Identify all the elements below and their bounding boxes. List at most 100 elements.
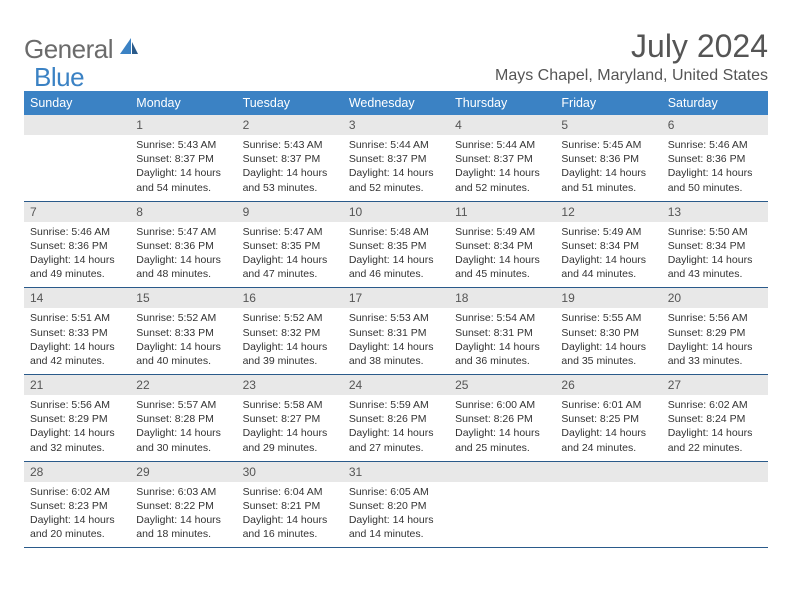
- day-number: 19: [555, 288, 661, 308]
- daylight-line: Daylight: 14 hours and 27 minutes.: [349, 426, 443, 454]
- daylight-line: Daylight: 14 hours and 18 minutes.: [136, 513, 230, 541]
- day-header: Thursday: [449, 91, 555, 115]
- sunrise-line: Sunrise: 6:04 AM: [243, 485, 337, 499]
- sunset-line: Sunset: 8:30 PM: [561, 326, 655, 340]
- day-number: 29: [130, 462, 236, 482]
- calendar-cell: 24Sunrise: 5:59 AMSunset: 8:26 PMDayligh…: [343, 375, 449, 462]
- day-content: Sunrise: 6:02 AMSunset: 8:24 PMDaylight:…: [662, 395, 768, 461]
- sunrise-line: Sunrise: 5:45 AM: [561, 138, 655, 152]
- sunrise-line: Sunrise: 5:44 AM: [349, 138, 443, 152]
- empty-day-band: [449, 462, 555, 482]
- day-content: Sunrise: 5:51 AMSunset: 8:33 PMDaylight:…: [24, 308, 130, 374]
- calendar-cell: 3Sunrise: 5:44 AMSunset: 8:37 PMDaylight…: [343, 115, 449, 201]
- logo: General: [24, 34, 142, 65]
- day-number: 2: [237, 115, 343, 135]
- calendar-cell: 2Sunrise: 5:43 AMSunset: 8:37 PMDaylight…: [237, 115, 343, 201]
- calendar-cell: 4Sunrise: 5:44 AMSunset: 8:37 PMDaylight…: [449, 115, 555, 201]
- day-content: Sunrise: 5:47 AMSunset: 8:35 PMDaylight:…: [237, 222, 343, 288]
- sunrise-line: Sunrise: 5:46 AM: [668, 138, 762, 152]
- day-content: Sunrise: 6:02 AMSunset: 8:23 PMDaylight:…: [24, 482, 130, 548]
- empty-day-band: [24, 115, 130, 135]
- daylight-line: Daylight: 14 hours and 29 minutes.: [243, 426, 337, 454]
- calendar-cell: 5Sunrise: 5:45 AMSunset: 8:36 PMDaylight…: [555, 115, 661, 201]
- day-content: Sunrise: 6:03 AMSunset: 8:22 PMDaylight:…: [130, 482, 236, 548]
- day-number: 7: [24, 202, 130, 222]
- daylight-line: Daylight: 14 hours and 35 minutes.: [561, 340, 655, 368]
- calendar-cell: 25Sunrise: 6:00 AMSunset: 8:26 PMDayligh…: [449, 375, 555, 462]
- day-number: 9: [237, 202, 343, 222]
- day-content: Sunrise: 5:54 AMSunset: 8:31 PMDaylight:…: [449, 308, 555, 374]
- sunset-line: Sunset: 8:37 PM: [349, 152, 443, 166]
- sunrise-line: Sunrise: 5:49 AM: [561, 225, 655, 239]
- sunset-line: Sunset: 8:32 PM: [243, 326, 337, 340]
- sunrise-line: Sunrise: 5:56 AM: [30, 398, 124, 412]
- sunrise-line: Sunrise: 5:46 AM: [30, 225, 124, 239]
- sunset-line: Sunset: 8:35 PM: [349, 239, 443, 253]
- sunrise-line: Sunrise: 5:53 AM: [349, 311, 443, 325]
- day-content: Sunrise: 5:48 AMSunset: 8:35 PMDaylight:…: [343, 222, 449, 288]
- day-number: 18: [449, 288, 555, 308]
- sunrise-line: Sunrise: 5:52 AM: [136, 311, 230, 325]
- calendar-cell: 22Sunrise: 5:57 AMSunset: 8:28 PMDayligh…: [130, 375, 236, 462]
- sunset-line: Sunset: 8:29 PM: [668, 326, 762, 340]
- day-header-row: Sunday Monday Tuesday Wednesday Thursday…: [24, 91, 768, 115]
- location: Mays Chapel, Maryland, United States: [495, 67, 768, 85]
- daylight-line: Daylight: 14 hours and 47 minutes.: [243, 253, 337, 281]
- daylight-line: Daylight: 14 hours and 50 minutes.: [668, 166, 762, 194]
- sunset-line: Sunset: 8:36 PM: [668, 152, 762, 166]
- calendar-row: 7 Sunrise: 5:46 AM Sunset: 8:36 PM Daylight…: [24, 201, 768, 288]
- day-content: Sunrise: 5:49 AMSunset: 8:34 PMDaylight:…: [449, 222, 555, 288]
- day-content: Sunrise: 6:00 AMSunset: 8:26 PMDaylight:…: [449, 395, 555, 461]
- daylight-line: Daylight: 14 hours and 16 minutes.: [243, 513, 337, 541]
- calendar-cell: 16Sunrise: 5:52 AMSunset: 8:32 PMDayligh…: [237, 288, 343, 375]
- day-number: 15: [130, 288, 236, 308]
- sunset-line: Sunset: 8:27 PM: [243, 412, 337, 426]
- sunrise-line: Sunrise: 6:05 AM: [349, 485, 443, 499]
- day-number: 21: [24, 375, 130, 395]
- day-number: 3: [343, 115, 449, 135]
- daylight-line: Daylight: 14 hours and 14 minutes.: [349, 513, 443, 541]
- day-number: 8: [130, 202, 236, 222]
- daylight-line: Daylight: 14 hours and 42 minutes.: [30, 340, 124, 368]
- sunrise-line: Sunrise: 5:51 AM: [30, 311, 124, 325]
- daylight-line: Daylight: 14 hours and 30 minutes.: [136, 426, 230, 454]
- calendar-cell: 9Sunrise: 5:47 AMSunset: 8:35 PMDaylight…: [237, 201, 343, 288]
- day-content: Sunrise: 6:05 AMSunset: 8:20 PMDaylight:…: [343, 482, 449, 548]
- sunset-line: Sunset: 8:22 PM: [136, 499, 230, 513]
- sunset-line: Sunset: 8:33 PM: [30, 326, 124, 340]
- sunrise-line: Sunrise: 5:54 AM: [455, 311, 549, 325]
- daylight-line: Daylight: 14 hours and 46 minutes.: [349, 253, 443, 281]
- day-content: Sunrise: 5:52 AMSunset: 8:32 PMDaylight:…: [237, 308, 343, 374]
- sunrise-line: Sunrise: 6:00 AM: [455, 398, 549, 412]
- calendar-cell: 1Sunrise: 5:43 AMSunset: 8:37 PMDaylight…: [130, 115, 236, 201]
- day-number: 14: [24, 288, 130, 308]
- day-number: 13: [662, 202, 768, 222]
- sunset-line: Sunset: 8:34 PM: [668, 239, 762, 253]
- day-content: Sunrise: 6:04 AMSunset: 8:21 PMDaylight:…: [237, 482, 343, 548]
- sunset-line: Sunset: 8:26 PM: [349, 412, 443, 426]
- day-content: Sunrise: 5:55 AMSunset: 8:30 PMDaylight:…: [555, 308, 661, 374]
- daylight-line: Daylight: 14 hours and 54 minutes.: [136, 166, 230, 194]
- logo-text-blue: Blue: [34, 62, 84, 92]
- calendar-cell: 12 Sunrise: 5:49 AMSunset: 8:34 PMDayligh…: [555, 201, 661, 288]
- sunrise-line: Sunrise: 5:44 AM: [455, 138, 549, 152]
- calendar-cell: 26Sunrise: 6:01 AMSunset: 8:25 PMDayligh…: [555, 375, 661, 462]
- day-number: 12: [555, 202, 661, 222]
- sunrise-line: Sunrise: 5:56 AM: [668, 311, 762, 325]
- sunrise-line: Sunrise: 5:43 AM: [136, 138, 230, 152]
- sunset-line: Sunset: 8:31 PM: [349, 326, 443, 340]
- day-header: Monday: [130, 91, 236, 115]
- sunrise-line: Sunrise: 6:01 AM: [561, 398, 655, 412]
- daylight-line: Daylight: 14 hours and 44 minutes.: [561, 253, 655, 281]
- sunrise-line: Sunrise: 5:49 AM: [455, 225, 549, 239]
- calendar-cell: 23Sunrise: 5:58 AMSunset: 8:27 PMDayligh…: [237, 375, 343, 462]
- sunset-line: Sunset: 8:34 PM: [561, 239, 655, 253]
- calendar-cell: 14Sunrise: 5:51 AMSunset: 8:33 PMDayligh…: [24, 288, 130, 375]
- day-number: 24: [343, 375, 449, 395]
- day-number: 11: [449, 202, 555, 222]
- day-number: 31: [343, 462, 449, 482]
- calendar-row: 14Sunrise: 5:51 AMSunset: 8:33 PMDayligh…: [24, 288, 768, 375]
- sunset-line: Sunset: 8:35 PM: [243, 239, 337, 253]
- day-content: Sunrise: 5:52 AMSunset: 8:33 PMDaylight:…: [130, 308, 236, 374]
- sunset-line: Sunset: 8:36 PM: [136, 239, 230, 253]
